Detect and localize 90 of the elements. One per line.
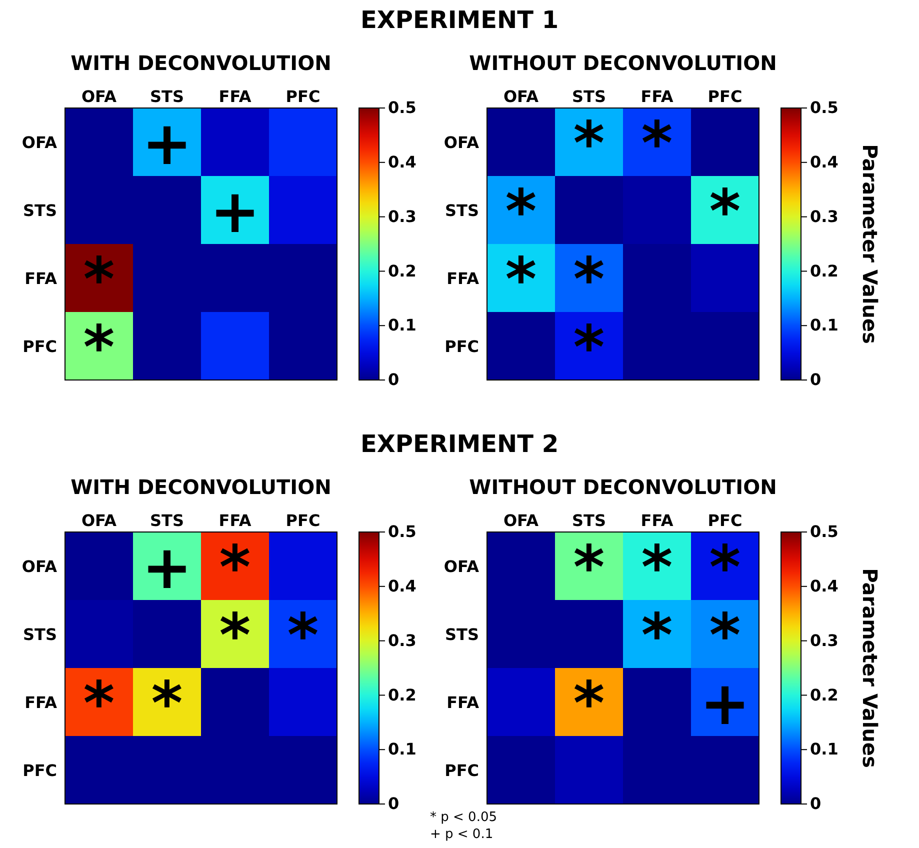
x-tick-label: OFA (503, 87, 540, 106)
data-label: * (641, 533, 673, 603)
data-label: * (641, 601, 673, 671)
chart-title: WITHOUT DECONVOLUTION (469, 51, 777, 75)
x-tick-label: STS (572, 511, 606, 530)
data-label: + (210, 177, 260, 247)
data-label: * (83, 245, 115, 315)
chart-title: WITH DECONVOLUTION (70, 51, 332, 75)
color-bar-label: 0 (388, 370, 400, 390)
color-bar-label: 0.4 (810, 576, 838, 596)
color-bar-label: 0.2 (810, 261, 838, 280)
y-tick-label: OFA (444, 133, 480, 152)
x-tick-label: FFA (218, 87, 252, 106)
y-tick-label: STS (23, 201, 57, 220)
data-label: * (709, 177, 741, 247)
text: EXPERIMENT 1 (360, 6, 559, 34)
data-label: * (151, 669, 183, 739)
color-bar-label: 0.4 (388, 576, 416, 596)
data-label: * (505, 245, 537, 315)
y-tick-label: STS (445, 625, 479, 644)
color-bar-title: Parameter Values (858, 568, 882, 768)
chart-title: WITHOUT DECONVOLUTION (469, 475, 777, 499)
data-label: * (573, 109, 605, 179)
color-bar-label: 0 (810, 370, 822, 390)
data-label: * (573, 669, 605, 739)
x-tick-label: PFC (708, 87, 742, 106)
data-label: + (142, 533, 192, 603)
x-tick-label: OFA (81, 511, 118, 530)
data-label: * (219, 533, 251, 603)
y-tick-label: OFA (444, 557, 480, 576)
color-bar-label: 0.5 (388, 98, 416, 118)
x-tick-label: PFC (286, 87, 320, 106)
y-tick-label: FFA (446, 693, 480, 712)
text: + p < 0.1 (430, 827, 494, 842)
color-bar-label: 0.3 (388, 630, 416, 650)
chart-title: WITH DECONVOLUTION (70, 475, 332, 499)
color-bar-title: Parameter Values (858, 144, 882, 344)
x-tick-label: OFA (503, 511, 540, 530)
x-tick-label: STS (150, 87, 184, 106)
data-label: * (505, 177, 537, 247)
color-bar-label: 0 (388, 794, 400, 814)
y-tick-label: OFA (22, 133, 58, 152)
y-tick-label: FFA (446, 269, 480, 288)
color-bar-label: 0.5 (810, 522, 838, 542)
y-tick-label: STS (445, 201, 479, 220)
x-tick-label: FFA (640, 87, 674, 106)
y-tick-label: FFA (24, 269, 58, 288)
y-tick-label: PFC (444, 337, 479, 356)
x-tick-label: OFA (81, 87, 118, 106)
data-label: * (219, 601, 251, 671)
color-bar-label: 0.5 (810, 98, 838, 118)
data-label: * (709, 601, 741, 671)
y-tick-label: FFA (24, 693, 58, 712)
data-label: * (573, 245, 605, 315)
y-tick-label: PFC (22, 761, 57, 780)
color-bar-label: 0.5 (388, 522, 416, 542)
color-bar-label: 0.2 (810, 685, 838, 704)
data-label: * (573, 533, 605, 603)
x-tick-label: PFC (708, 511, 742, 530)
color-bar-label: 0.1 (388, 740, 416, 759)
data-label: * (709, 533, 741, 603)
x-tick-label: FFA (218, 511, 252, 530)
color-bar-label: 0.3 (388, 206, 416, 226)
y-tick-label: PFC (22, 337, 57, 356)
data-label: + (142, 109, 192, 179)
color-bar-label: 0.2 (388, 685, 416, 704)
x-tick-label: FFA (640, 511, 674, 530)
color-bar-label: 0.4 (810, 152, 838, 172)
y-tick-label: STS (23, 625, 57, 644)
color-bar-label: 0.1 (810, 740, 838, 759)
data-label: * (573, 313, 605, 383)
data-label: * (287, 601, 319, 671)
color-bar-label: 0 (810, 794, 822, 814)
text: * p < 0.05 (430, 810, 497, 825)
data-label: + (700, 669, 750, 739)
y-tick-label: PFC (444, 761, 479, 780)
color-bar-label: 0.1 (388, 316, 416, 335)
data-label: * (641, 109, 673, 179)
color-bar-label: 0.4 (388, 152, 416, 172)
color-bar-label: 0.3 (810, 630, 838, 650)
color-bar-label: 0.3 (810, 206, 838, 226)
text: EXPERIMENT 2 (360, 430, 559, 458)
color-bar-label: 0.2 (388, 261, 416, 280)
x-tick-label: PFC (286, 511, 320, 530)
data-label: * (83, 669, 115, 739)
x-tick-label: STS (572, 87, 606, 106)
x-tick-label: STS (150, 511, 184, 530)
y-tick-label: OFA (22, 557, 58, 576)
data-label: * (83, 313, 115, 383)
color-bar-label: 0.1 (810, 316, 838, 335)
